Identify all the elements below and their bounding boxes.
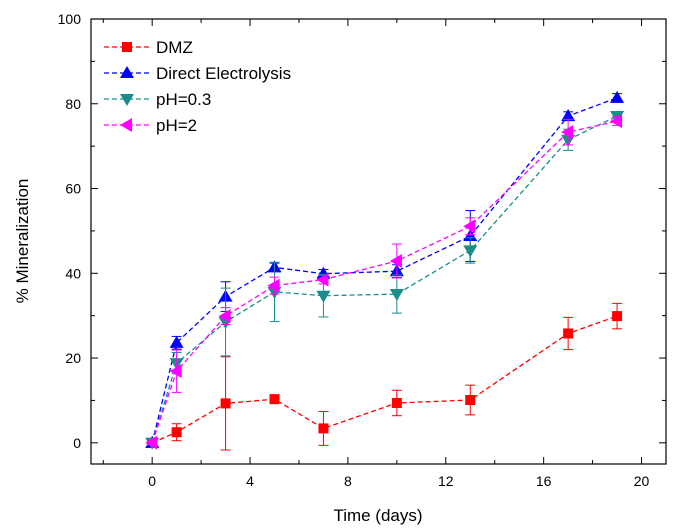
data-point: [463, 245, 478, 258]
series-line: [151, 115, 618, 443]
legend-item: DMZ: [104, 38, 193, 57]
x-tick-label: 12: [438, 473, 454, 489]
data-point: [610, 114, 623, 129]
y-tick-label: 0: [73, 435, 81, 451]
data-point: [610, 90, 625, 103]
x-axis-title: Time (days): [333, 506, 422, 525]
legend: DMZ Direct Electrolysis pH=0.3 pH=2: [104, 38, 291, 135]
data-point: [169, 364, 182, 379]
data-point: [269, 394, 280, 405]
x-tick-label: 8: [344, 473, 352, 489]
x-tick-label: 4: [246, 473, 254, 489]
legend-label: DMZ: [156, 38, 193, 57]
legend-item: Direct Electrolysis: [104, 64, 291, 83]
series-line: [151, 315, 618, 444]
legend-marker: [120, 93, 134, 106]
data-point: [316, 290, 331, 303]
legend-item: pH=0.3: [104, 90, 211, 109]
y-tick-label: 20: [65, 350, 81, 366]
data-point: [267, 278, 280, 293]
data-point: [220, 398, 231, 409]
y-tick-label: 100: [58, 11, 82, 27]
data-point: [612, 311, 623, 322]
data-series: [145, 90, 625, 451]
data-point: [561, 125, 574, 140]
data-point: [218, 309, 231, 324]
legend-label: pH=2: [156, 116, 197, 135]
series-ph-2: [145, 114, 623, 450]
series-direct-electrolysis: [145, 90, 625, 448]
y-axis-title: % Mineralization: [13, 179, 32, 304]
data-point: [316, 272, 329, 287]
legend-item: pH=2: [104, 116, 197, 135]
legend-marker: [120, 66, 134, 79]
data-point: [145, 435, 158, 450]
legend-marker: [122, 42, 132, 52]
axes: 0 4 8 12 16 20 0 20 40 60 80 100: [58, 11, 666, 489]
series-dmz: [147, 302, 623, 451]
y-tick-label: 40: [65, 265, 81, 281]
legend-label: Direct Electrolysis: [156, 64, 291, 83]
data-point: [561, 109, 576, 122]
x-tick-label: 20: [634, 473, 650, 489]
data-point: [389, 253, 402, 268]
data-point: [463, 219, 476, 234]
y-tick-label: 60: [65, 181, 81, 197]
series-ph-0-3: [145, 111, 625, 450]
data-point: [391, 397, 402, 408]
data-point: [171, 427, 182, 438]
data-point: [169, 335, 184, 348]
plot-frame: [90, 18, 667, 465]
x-tick-label: 0: [148, 473, 156, 489]
series-line: [151, 97, 618, 443]
data-point: [563, 328, 574, 339]
x-tick-label: 16: [536, 473, 552, 489]
y-tick-label: 80: [65, 96, 81, 112]
legend-label: pH=0.3: [156, 90, 211, 109]
data-point: [389, 289, 404, 302]
legend-marker: [120, 118, 133, 132]
data-point: [465, 395, 476, 406]
data-point: [318, 423, 329, 434]
